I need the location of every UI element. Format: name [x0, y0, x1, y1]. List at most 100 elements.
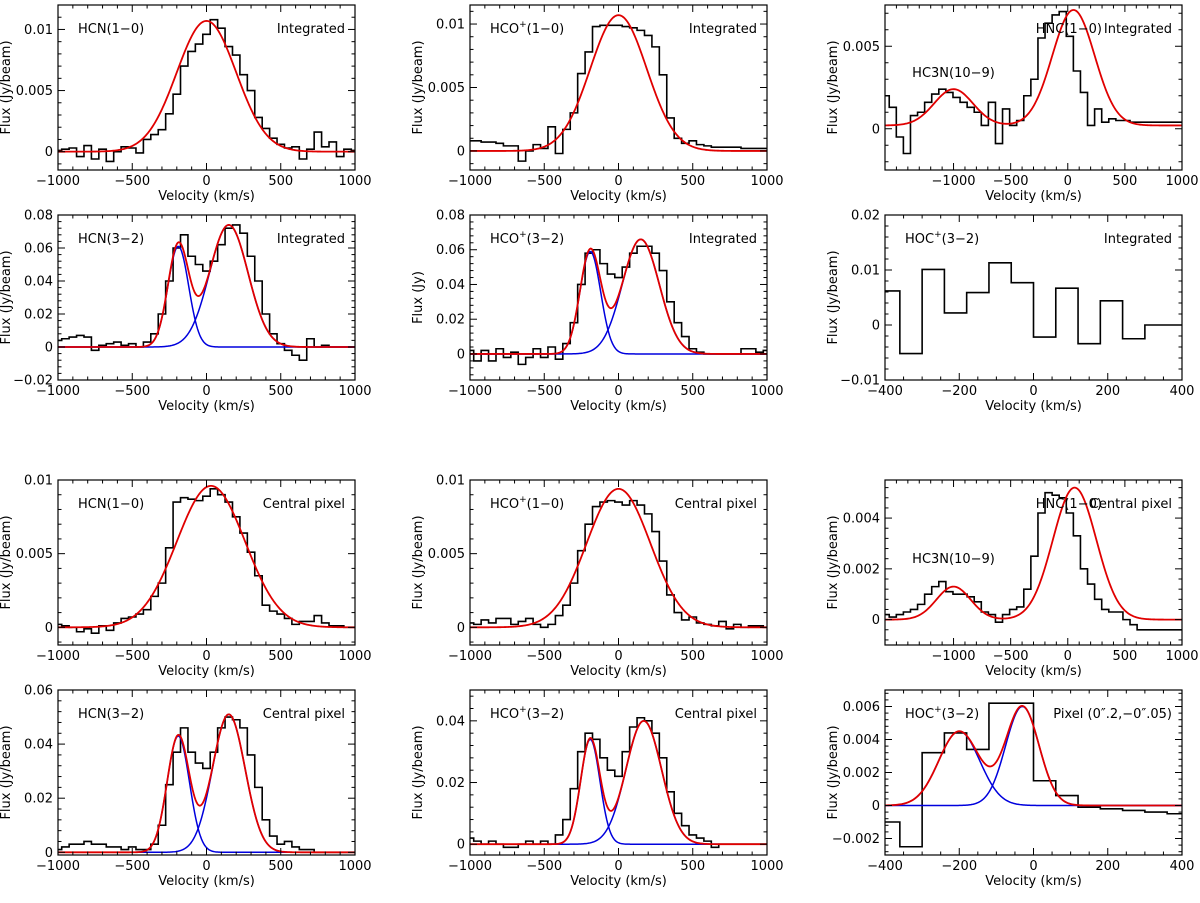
species-charge: +: [519, 705, 527, 715]
y-tick-label: 0.06: [436, 243, 465, 258]
region-label: Pixel (0″.2,−0″.05): [1053, 707, 1172, 722]
x-tick-label: −500: [114, 384, 150, 399]
y-tick-label: 0.02: [436, 313, 465, 328]
x-axis-label: Velocity (km/s): [158, 874, 255, 889]
panel-hnc-1-0-integrated: −1000 −500 0 500 1000 0 0.005 Velocity (km/s) Fl…: [826, 4, 1199, 204]
species-transition: (1−0): [527, 22, 565, 37]
y-tick-label: −0.01: [840, 374, 880, 389]
species-label: HNC(1−0): [1036, 497, 1102, 512]
x-tick-label: 400: [1170, 384, 1195, 399]
x-tick-label: 500: [1112, 174, 1137, 189]
total-fit: [885, 9, 1182, 127]
y-tick-label: 0.04: [436, 714, 465, 729]
y-tick-label: 0: [872, 799, 880, 814]
species-label: HCN(3−2): [78, 232, 144, 247]
x-axis-label: Velocity (km/s): [158, 664, 255, 679]
total-fit: [470, 487, 767, 629]
panel-hco-plus-3-2-central: −1000 −500 0 500 1000 0 0.02 0.04 Velocity (km/s…: [411, 689, 784, 889]
x-tick-label: −400: [867, 384, 903, 399]
x-axis-label: Velocity (km/s): [985, 874, 1082, 889]
panel-hcn-3-2-central: −1000 −500 0 500 1000 0 0.02 0.04 0.06 Velocity (…: [0, 684, 372, 890]
x-tick-label: −1000: [448, 384, 492, 399]
y-tick-label: 0.04: [436, 278, 465, 293]
y-tick-label: 0.005: [428, 547, 465, 562]
observed-spectrum: [885, 702, 1182, 848]
species-label: HCO+(3−2): [490, 230, 564, 247]
y-tick-label: −0.002: [832, 832, 880, 847]
y-tick-label: 0: [872, 319, 880, 334]
species-label: HCO+(1−0): [490, 495, 564, 512]
x-tick-label: −1000: [448, 859, 492, 874]
x-axis-label: Velocity (km/s): [570, 189, 667, 204]
total-fit: [470, 719, 767, 846]
x-tick-label: 0: [614, 384, 622, 399]
region-label: Integrated: [1104, 22, 1172, 37]
y-tick-label: 0.04: [24, 738, 53, 753]
species-transition: (1−0): [1064, 22, 1102, 37]
x-tick-label: 1000: [338, 384, 371, 399]
y-tick-label: 0.004: [843, 733, 880, 748]
total-fit: [885, 486, 1182, 621]
y-tick-label: 0.002: [843, 562, 880, 577]
panel-hco-plus-1-0-integrated: −1000 −500 0 500 1000 0 0.005 0.01 Velocity (km/…: [411, 4, 784, 204]
y-tick-label: 0.005: [16, 547, 53, 562]
species-label: HCO+(3−2): [490, 705, 564, 722]
species-name: HCN: [78, 497, 107, 512]
y-axis-label: Flux (Jy/beam): [826, 725, 841, 819]
x-tick-label: 0: [1029, 384, 1037, 399]
species-name: HCO: [490, 232, 519, 247]
region-label: Integrated: [277, 232, 345, 247]
species-name: HCN: [78, 232, 107, 247]
x-tick-label: 0: [614, 174, 622, 189]
x-axis-label: Velocity (km/s): [570, 874, 667, 889]
species-transition: (3−2): [527, 707, 565, 722]
observed-spectrum: [470, 245, 767, 366]
x-tick-label: 500: [268, 174, 293, 189]
y-axis-label: Flux (Jy/beam): [411, 40, 426, 134]
y-axis-label: Flux (Jy/beam): [826, 40, 841, 134]
species-transition: (1−0): [107, 497, 145, 512]
species-transition: (3−2): [942, 232, 980, 247]
component-fit-2: [470, 720, 767, 845]
y-axis-label: Flux (Jy/beam): [0, 40, 14, 134]
x-tick-label: 500: [680, 174, 705, 189]
species-charge: +: [519, 20, 527, 30]
y-axis-label: Flux (Jy/beam): [0, 725, 14, 819]
x-tick-label: 500: [680, 859, 705, 874]
x-tick-label: 500: [268, 649, 293, 664]
x-tick-label: 500: [680, 649, 705, 664]
observed-spectrum: [470, 499, 767, 630]
x-tick-label: −1000: [36, 174, 80, 189]
y-tick-label: 0: [457, 621, 465, 636]
region-label: Central pixel: [675, 707, 757, 722]
y-tick-label: 0.01: [851, 264, 880, 279]
y-axis-label: Flux (Jy/beam): [0, 250, 14, 344]
species-transition: (3−2): [107, 232, 145, 247]
observed-spectrum: [58, 224, 355, 361]
x-tick-label: −500: [526, 174, 562, 189]
y-tick-label: 0: [457, 144, 465, 159]
panel-hcn-1-0-integrated: −1000 −500 0 500 1000 0 0.005 0.01 Velocity (km/…: [0, 4, 372, 204]
x-tick-label: 500: [680, 384, 705, 399]
species-charge: +: [519, 495, 527, 505]
total-fit: [58, 224, 355, 348]
x-axis-label: Velocity (km/s): [985, 664, 1082, 679]
x-tick-label: −500: [114, 859, 150, 874]
y-tick-label: 0.01: [24, 474, 53, 489]
panel-hcn-1-0-central: −1000 −500 0 500 1000 0 0.005 0.01 Velocity (km/…: [0, 474, 372, 680]
x-tick-label: 1000: [338, 174, 371, 189]
species-name: HNC: [1036, 497, 1065, 512]
species-label: HOC+(3−2): [905, 230, 979, 247]
region-label: Integrated: [1104, 232, 1172, 247]
x-tick-label: −200: [941, 859, 977, 874]
component-fit-2: [58, 713, 355, 854]
y-axis-label: Flux (Jy/beam): [826, 515, 841, 609]
component-fit-1: [470, 738, 767, 845]
x-tick-label: 0: [202, 649, 210, 664]
species-label: HOC+(3−2): [905, 705, 979, 722]
observed-spectrum: [58, 716, 355, 854]
species-label: HCN(1−0): [78, 22, 144, 37]
total-fit: [58, 713, 355, 854]
y-tick-label: 0.01: [436, 474, 465, 489]
